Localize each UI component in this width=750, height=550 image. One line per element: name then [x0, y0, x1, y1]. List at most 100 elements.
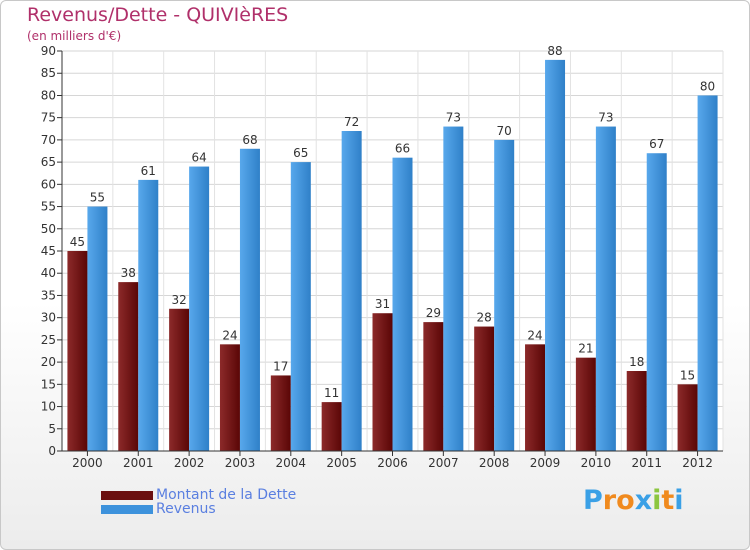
- bar-dette: [67, 251, 88, 451]
- chart-subtitle: (en milliers d'€): [27, 29, 122, 43]
- bar-revenus: [646, 153, 667, 451]
- bar-revenus: [494, 139, 515, 451]
- y-tick-label: 30: [41, 311, 56, 325]
- bar-dette: [423, 322, 444, 451]
- bar-revenus: [138, 179, 159, 451]
- logo-letter: i: [674, 485, 684, 516]
- y-tick-label: 75: [41, 111, 56, 125]
- bar-dette: [118, 282, 139, 451]
- x-tick-label: 2011: [631, 456, 662, 470]
- chart-title: Revenus/Dette - QUIVIèRES: [27, 4, 289, 26]
- y-tick-label: 10: [41, 400, 56, 414]
- y-tick-label: 20: [41, 355, 56, 369]
- logo-letter: P: [583, 485, 603, 516]
- bar-dette: [474, 326, 495, 451]
- bar-dette: [169, 308, 190, 451]
- value-label-dette: 24: [527, 328, 542, 342]
- y-tick-label: 40: [41, 266, 56, 280]
- bar-revenus: [392, 157, 413, 451]
- value-label-revenus: 61: [141, 164, 156, 178]
- y-tick-label: 5: [48, 422, 56, 436]
- bar-revenus: [239, 148, 260, 451]
- value-label-revenus: 64: [191, 151, 206, 165]
- logo-letter: o: [616, 485, 635, 516]
- value-label-revenus: 80: [700, 79, 715, 93]
- value-label-dette: 18: [629, 355, 644, 369]
- y-tick-label: 25: [41, 333, 56, 347]
- y-tick-label: 15: [41, 377, 56, 391]
- legend-item-dette: Montant de la Dette: [101, 487, 296, 503]
- value-label-dette: 28: [477, 311, 492, 325]
- bar-revenus: [290, 162, 311, 451]
- value-label-revenus: 72: [344, 115, 359, 129]
- value-label-revenus: 65: [293, 146, 308, 160]
- value-label-revenus: 68: [242, 133, 257, 147]
- y-tick-label: 60: [41, 177, 56, 191]
- bar-dette: [525, 344, 546, 451]
- bar-revenus: [545, 59, 566, 452]
- bar-dette: [372, 313, 393, 451]
- y-tick-label: 65: [41, 155, 56, 169]
- value-label-dette: 15: [680, 368, 695, 382]
- x-tick-label: 2001: [123, 456, 154, 470]
- y-tick-label: 85: [41, 66, 56, 80]
- bar-dette: [270, 375, 291, 451]
- y-tick-label: 0: [48, 444, 56, 458]
- legend-swatch-dette: [101, 490, 153, 500]
- y-tick-label: 90: [41, 44, 56, 58]
- y-tick-label: 55: [41, 200, 56, 214]
- logo-letter: r: [602, 485, 617, 516]
- bar-revenus: [87, 206, 108, 451]
- bar-dette: [219, 344, 240, 451]
- legend-label-revenus: Revenus: [156, 501, 216, 517]
- value-label-revenus: 73: [446, 111, 461, 125]
- value-label-revenus: 70: [497, 124, 512, 138]
- y-tick-label: 70: [41, 133, 56, 147]
- x-tick-label: 2010: [581, 456, 612, 470]
- x-tick-label: 2009: [530, 456, 561, 470]
- x-tick-label: 2002: [174, 456, 205, 470]
- value-label-dette: 24: [222, 328, 237, 342]
- value-label-revenus: 88: [547, 44, 562, 58]
- value-label-dette: 45: [70, 235, 85, 249]
- x-tick-label: 2008: [479, 456, 510, 470]
- bar-revenus: [341, 131, 362, 451]
- x-tick-label: 2007: [428, 456, 459, 470]
- x-tick-label: 2006: [377, 456, 408, 470]
- value-label-revenus: 66: [395, 142, 410, 156]
- value-label-dette: 29: [426, 306, 441, 320]
- bar-dette: [677, 384, 698, 451]
- value-label-dette: 11: [324, 386, 339, 400]
- y-tick-label: 35: [41, 288, 56, 302]
- x-tick-label: 2004: [276, 456, 307, 470]
- bar-revenus: [443, 126, 464, 452]
- y-tick-label: 80: [41, 88, 56, 102]
- legend-swatch-revenus: [101, 504, 153, 514]
- bar-revenus: [595, 126, 616, 452]
- proxiti-logo: Proxiti: [583, 485, 684, 516]
- value-label-revenus: 55: [90, 191, 105, 205]
- y-tick-label: 45: [41, 244, 56, 258]
- x-tick-label: 2012: [682, 456, 713, 470]
- x-tick-label: 2000: [72, 456, 103, 470]
- logo-letter: i: [652, 485, 662, 516]
- bar-revenus: [189, 166, 210, 452]
- legend-label-dette: Montant de la Dette: [156, 487, 297, 503]
- value-label-dette: 32: [171, 293, 186, 307]
- x-tick-label: 2003: [225, 456, 256, 470]
- value-label-dette: 17: [273, 359, 288, 373]
- legend-item-revenus: Revenus: [101, 501, 216, 517]
- bar-dette: [626, 371, 647, 451]
- y-tick-label: 50: [41, 222, 56, 236]
- bar-dette: [575, 357, 596, 451]
- value-label-revenus: 73: [598, 111, 613, 125]
- value-label-dette: 21: [578, 342, 593, 356]
- bar-dette: [321, 402, 342, 451]
- value-label-dette: 31: [375, 297, 390, 311]
- value-label-revenus: 67: [649, 137, 664, 151]
- x-tick-label: 2005: [326, 456, 357, 470]
- bar-revenus: [697, 95, 718, 451]
- logo-letter: x: [634, 485, 653, 516]
